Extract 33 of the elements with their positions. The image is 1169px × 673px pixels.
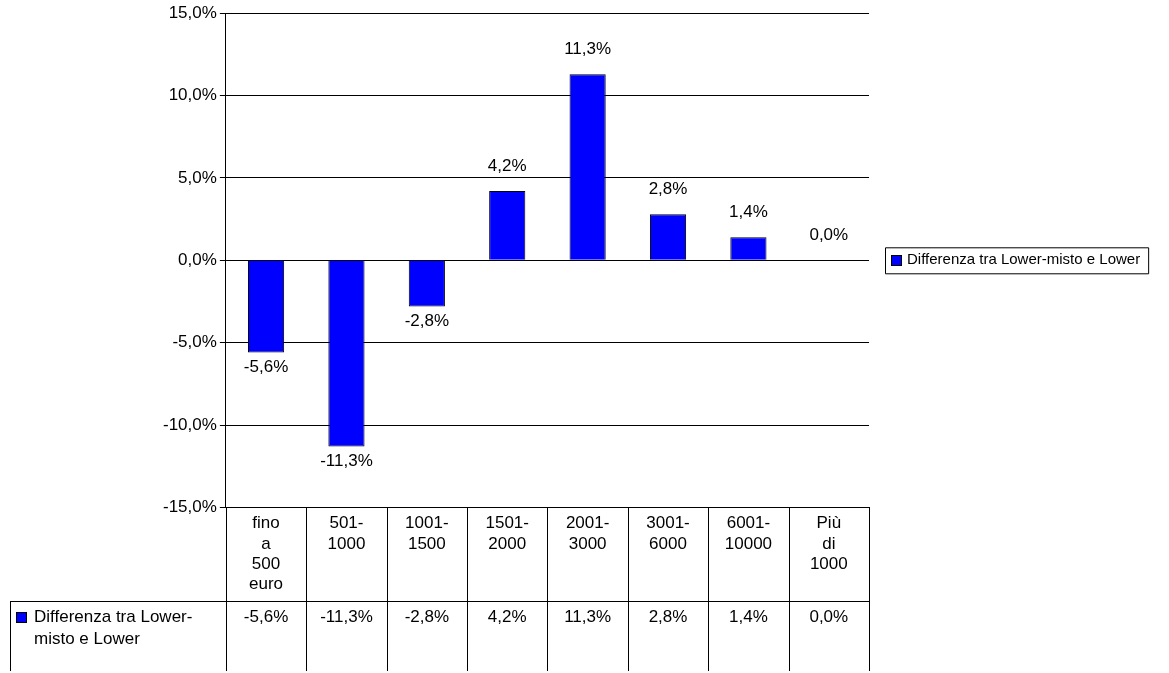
data-label: 1,4%	[729, 607, 768, 627]
x-tick-label: Più di 1000	[809, 513, 848, 574]
data-label: -5,6%	[243, 607, 289, 627]
x-tick-label: 6001-10000	[724, 513, 773, 553]
x-tick-label: 1501-2000	[485, 513, 529, 553]
text: -11,3%	[320, 450, 373, 470]
text: 4,2%	[487, 156, 527, 176]
x-tick-label: 1001-1500	[405, 513, 449, 553]
data-label: -11,3%	[320, 607, 373, 627]
data-label: 4,2%	[487, 607, 527, 627]
x-tick-label: 501-1000	[327, 513, 366, 553]
text: 0,0%	[809, 225, 849, 245]
y-tick-label: 5,0%	[178, 167, 217, 187]
y-tick-label: 15,0%	[168, 2, 217, 22]
data-label: -2,8%	[404, 607, 450, 627]
y-tick-label: -15,0%	[162, 497, 217, 517]
x-tick-label: 3001-6000	[646, 513, 690, 553]
text: -2,8%	[404, 310, 450, 330]
text: 2,8%	[648, 179, 688, 199]
text: Differenza tra Lower-misto e Lower	[34, 607, 193, 649]
data-label: 11,3%	[564, 607, 612, 627]
text: 11,3%	[564, 39, 612, 59]
data-label: 0,0%	[809, 607, 849, 627]
text: 1,4%	[729, 202, 768, 222]
x-tick-label: 2001-3000	[565, 513, 610, 553]
y-tick-label: -10,0%	[162, 414, 217, 434]
x-tick-label: fino a 500 euro	[249, 513, 284, 594]
legend-label: Differenza tra Lower-misto e Lower	[907, 250, 1141, 268]
y-tick-label: -5,0%	[172, 332, 217, 352]
text: -5,6%	[243, 356, 289, 376]
y-tick-label: 0,0%	[178, 249, 217, 269]
data-label: 2,8%	[648, 607, 688, 627]
y-tick-label: 10,0%	[168, 85, 217, 105]
